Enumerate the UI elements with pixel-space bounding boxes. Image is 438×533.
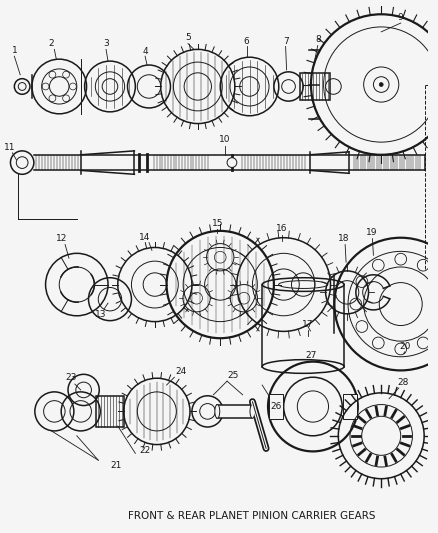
Bar (343, 394, 357, 419)
Text: 13: 13 (95, 310, 106, 319)
Text: 4: 4 (142, 47, 148, 56)
Circle shape (227, 158, 237, 167)
Text: 28: 28 (397, 377, 408, 386)
Text: 14: 14 (139, 233, 151, 242)
Text: 3: 3 (103, 39, 109, 48)
Text: 18: 18 (339, 234, 350, 243)
Ellipse shape (215, 405, 220, 418)
Ellipse shape (262, 360, 344, 373)
Circle shape (379, 83, 383, 86)
Text: 25: 25 (227, 371, 239, 380)
Text: 26: 26 (270, 402, 282, 411)
Text: 7: 7 (283, 37, 289, 46)
Text: 9: 9 (398, 13, 403, 22)
Text: 12: 12 (56, 234, 67, 243)
Text: 19: 19 (366, 228, 377, 237)
Ellipse shape (250, 405, 255, 418)
Bar (96, 396, 124, 427)
Bar (269, 394, 283, 419)
Text: 23: 23 (65, 373, 77, 382)
Bar (217, 405, 252, 418)
Text: 17: 17 (302, 320, 314, 329)
Text: 16: 16 (276, 224, 287, 233)
Text: 10: 10 (219, 135, 231, 144)
Text: 24: 24 (176, 367, 187, 376)
Text: FRONT & REAR PLANET PINION CARRIER GEARS: FRONT & REAR PLANET PINION CARRIER GEARS (127, 511, 375, 521)
Text: 11: 11 (4, 143, 15, 152)
Text: 15: 15 (212, 219, 223, 228)
Text: 8: 8 (315, 35, 321, 44)
Text: 6: 6 (244, 37, 250, 46)
Text: 5: 5 (185, 33, 191, 42)
Bar (300, 73, 329, 100)
Text: 1: 1 (11, 46, 17, 55)
Text: 2: 2 (49, 39, 54, 48)
Text: 22: 22 (139, 446, 151, 455)
Text: 21: 21 (110, 461, 121, 470)
Text: 20: 20 (399, 342, 410, 351)
Text: 27: 27 (305, 351, 317, 360)
